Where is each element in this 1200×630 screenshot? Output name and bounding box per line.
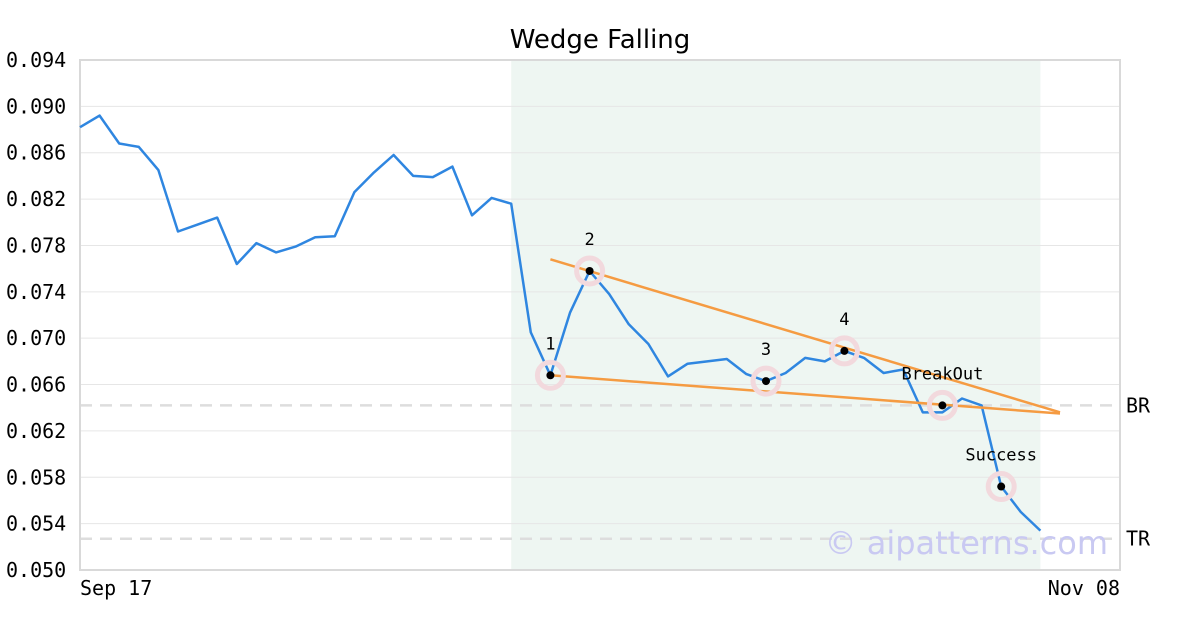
y-tick-label: 0.070 xyxy=(6,326,66,350)
annotation-label: 1 xyxy=(545,334,555,354)
y-tick-label: 0.074 xyxy=(6,280,66,304)
y-tick-label: 0.082 xyxy=(6,187,66,211)
price-line xyxy=(79,114,1042,532)
annotation-label: 4 xyxy=(839,310,849,330)
annotation-ring xyxy=(985,471,1017,503)
y-tick-label: 0.086 xyxy=(6,141,66,165)
annotation-label: BreakOut xyxy=(901,364,983,384)
annotation-label: Success xyxy=(965,446,1037,466)
y-tick-label: 0.094 xyxy=(6,48,66,72)
annotation-dot xyxy=(938,401,947,410)
annotation-dot xyxy=(997,482,1006,491)
y-tick-label: 0.090 xyxy=(6,94,66,118)
level-label: TR xyxy=(1126,527,1151,551)
y-tick-label: 0.058 xyxy=(6,465,66,489)
series-layer xyxy=(79,114,1042,532)
annotation-ring xyxy=(574,255,606,287)
annotation-ring xyxy=(926,389,958,421)
annotation-ring xyxy=(828,335,860,367)
annotation-ring xyxy=(750,365,782,397)
x-tick-label: Sep 17 xyxy=(80,576,152,600)
trendline xyxy=(550,258,1061,414)
x-axis-ticks: Sep 17 Nov 08 xyxy=(80,576,1120,600)
plot-frame xyxy=(79,59,1121,571)
annotation-dot xyxy=(840,346,849,355)
trendlines-layer xyxy=(550,258,1061,415)
annotation-dot xyxy=(546,371,555,380)
annotation-label: 2 xyxy=(584,230,594,250)
chart-title: Wedge Falling xyxy=(510,25,691,55)
annotation-label: 3 xyxy=(761,340,771,360)
y-tick-label: 0.078 xyxy=(6,233,66,257)
trendline xyxy=(550,374,1061,415)
pattern-region-layer xyxy=(511,60,1041,570)
pattern-region xyxy=(511,60,1041,570)
y-tick-label: 0.062 xyxy=(6,419,66,443)
y-tick-label: 0.050 xyxy=(6,558,66,582)
annotation-ring xyxy=(534,359,566,391)
level-label: BR xyxy=(1126,393,1151,417)
watermark: © aipatterns.com xyxy=(825,524,1108,562)
annotation-dot xyxy=(762,377,770,386)
annotation-dot xyxy=(585,266,594,275)
annotations-layer: 1 2 3 4 BreakOut Success xyxy=(534,230,1037,503)
y-axis-ticks: 0.050 0.054 0.058 0.062 0.066 0.070 0.074 0.078… xyxy=(6,48,66,582)
y-tick-label: 0.054 xyxy=(6,512,66,536)
x-tick-label: Nov 08 xyxy=(1048,576,1120,600)
y-tick-label: 0.066 xyxy=(6,373,66,397)
